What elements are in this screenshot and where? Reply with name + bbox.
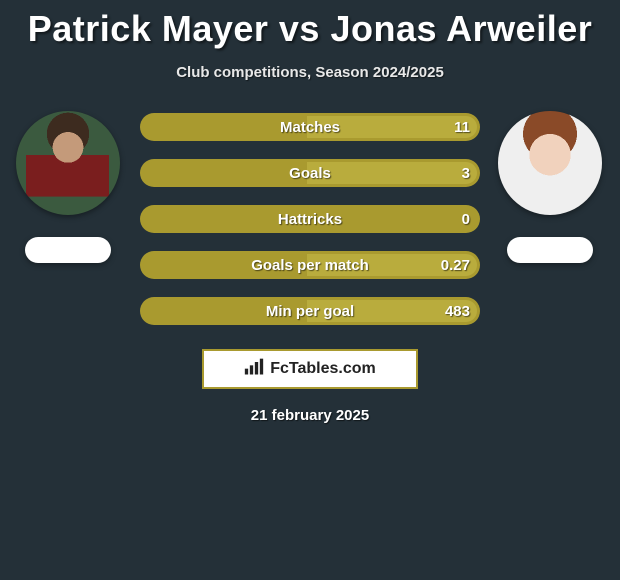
player-left-column	[8, 111, 128, 263]
comparison-area: Matches11 Goals3 Hattricks0 Goals per match…	[0, 111, 620, 325]
stat-label: Goals per match	[140, 257, 480, 274]
stat-value-right: 3	[462, 165, 470, 182]
brand-text: FcTables.com	[270, 360, 376, 378]
subtitle: Club competitions, Season 2024/2025	[0, 64, 620, 81]
stat-row: Goals per match0.27	[140, 251, 480, 279]
stat-value-right: 0.27	[441, 257, 470, 274]
stat-label: Matches	[140, 119, 480, 136]
page-title: Patrick Mayer vs Jonas Arweiler	[0, 0, 620, 50]
stat-row: Min per goal483	[140, 297, 480, 325]
stat-row: Matches11	[140, 113, 480, 141]
player-right-column	[490, 111, 610, 263]
stat-label: Min per goal	[140, 303, 480, 320]
stat-row: Goals3	[140, 159, 480, 187]
player-right-flag	[507, 237, 593, 263]
content-root: Patrick Mayer vs Jonas Arweiler Club com…	[0, 0, 620, 580]
bar-chart-icon	[244, 358, 264, 381]
stat-label: Hattricks	[140, 211, 480, 228]
player-left-flag	[25, 237, 111, 263]
stat-value-right: 11	[454, 119, 470, 136]
stats-list: Matches11 Goals3 Hattricks0 Goals per match…	[140, 111, 480, 325]
player-right-avatar	[498, 111, 602, 215]
date-line: 21 february 2025	[0, 407, 620, 424]
player-left-avatar	[16, 111, 120, 215]
stat-value-right: 483	[445, 303, 470, 320]
brand-badge[interactable]: FcTables.com	[202, 349, 418, 389]
stat-row: Hattricks0	[140, 205, 480, 233]
stat-label: Goals	[140, 165, 480, 182]
stat-value-right: 0	[462, 211, 470, 228]
